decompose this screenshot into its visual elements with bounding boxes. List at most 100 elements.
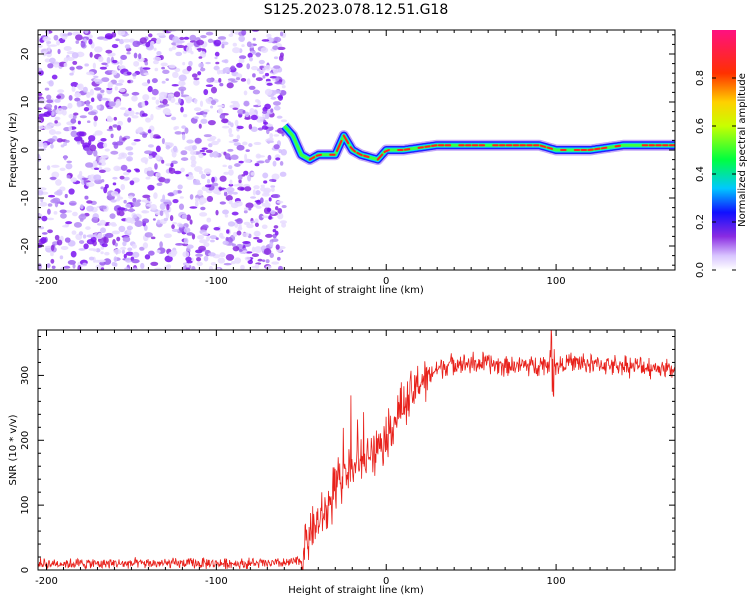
noise-blob (104, 184, 109, 189)
noise-blob (131, 91, 140, 96)
noise-blob (158, 176, 166, 183)
noise-blob (106, 128, 114, 132)
noise-blob (228, 165, 233, 170)
noise-blob (68, 200, 77, 206)
noise-blob (169, 214, 174, 222)
noise-blob (100, 137, 107, 142)
noise-blob (168, 167, 173, 172)
noise-blob (199, 201, 204, 205)
noise-blob (196, 261, 203, 267)
noise-blob (186, 244, 194, 249)
noise-blob (139, 66, 144, 74)
noise-blob (80, 139, 85, 145)
noise-blob (38, 189, 44, 196)
noise-blob (97, 232, 103, 240)
noise-blob (54, 131, 62, 135)
noise-blob (124, 267, 130, 270)
noise-blob (248, 143, 253, 148)
noise-blob (206, 235, 211, 242)
noise-blob (167, 95, 172, 101)
noise-blob (266, 140, 275, 144)
noise-blob (194, 137, 202, 144)
noise-blob (93, 87, 102, 91)
noise-blob (215, 209, 219, 216)
noise-blob (276, 200, 284, 204)
noise-blob (78, 214, 87, 221)
noise-blob (174, 170, 182, 175)
noise-blob (138, 53, 142, 60)
noise-blob (109, 213, 116, 220)
noise-blob (240, 77, 247, 82)
noise-blob (243, 221, 251, 226)
noise-blob (275, 157, 281, 161)
noise-blob (270, 108, 274, 113)
noise-blob (238, 55, 247, 60)
noise-blob (159, 203, 166, 210)
noise-blob (197, 189, 203, 196)
colorbar-gradient (712, 30, 736, 270)
noise-blob (150, 261, 159, 266)
noise-blob (234, 163, 241, 167)
noise-blob (38, 98, 46, 105)
noise-blob (262, 110, 268, 115)
noise-blob (176, 44, 185, 49)
noise-blob (238, 223, 242, 230)
noise-blob (257, 258, 263, 262)
noise-blob (277, 256, 281, 261)
noise-blob (276, 46, 286, 51)
snr-y-tick-label: 200 (20, 431, 31, 450)
noise-blob (123, 253, 127, 259)
noise-blob (121, 249, 125, 255)
noise-blob (201, 224, 209, 229)
noise-blob (50, 258, 55, 264)
noise-blob (243, 210, 248, 214)
noise-blob (147, 184, 155, 191)
noise-blob (113, 248, 122, 255)
noise-blob (212, 151, 219, 158)
noise-blob (189, 194, 194, 200)
noise-blob (86, 181, 95, 187)
noise-blob (242, 110, 246, 114)
noise-blob (252, 73, 256, 78)
noise-blob (162, 98, 168, 105)
noise-blob (179, 36, 185, 41)
noise-blob (163, 217, 169, 222)
noise-blob (102, 142, 108, 148)
noise-blob (85, 99, 90, 107)
noise-blob (63, 141, 68, 147)
noise-blob (50, 252, 54, 257)
noise-blob (266, 207, 272, 212)
noise-blob (205, 61, 211, 65)
noise-blob (63, 155, 67, 161)
noise-blob (230, 122, 234, 128)
noise-blob (110, 133, 114, 139)
noise-blob (228, 199, 233, 205)
noise-blob (48, 57, 56, 64)
noise-blob (186, 214, 191, 221)
noise-blob (108, 222, 113, 226)
noise-blob (38, 141, 44, 148)
noise-blob (184, 146, 192, 151)
noise-blob (53, 211, 58, 215)
noise-blob (132, 201, 141, 207)
noise-blob (98, 162, 102, 166)
noise-blob (229, 179, 233, 185)
noise-blob (45, 30, 50, 36)
noise-blob (265, 265, 272, 269)
noise-blob (44, 245, 53, 249)
noise-blob (64, 139, 70, 143)
noise-blob (100, 251, 104, 255)
noise-blob (221, 125, 230, 129)
noise-blob (122, 38, 131, 43)
noise-blob (141, 113, 148, 117)
snr-y-tick-label: 300 (20, 366, 31, 385)
noise-blob (258, 59, 265, 65)
noise-blob (162, 69, 170, 75)
noise-blob (234, 200, 243, 207)
noise-blob (124, 257, 132, 263)
noise-blob (38, 242, 43, 248)
noise-blob (205, 31, 214, 36)
noise-blob (143, 224, 148, 232)
noise-blob (148, 33, 153, 38)
noise-blob (176, 40, 185, 44)
